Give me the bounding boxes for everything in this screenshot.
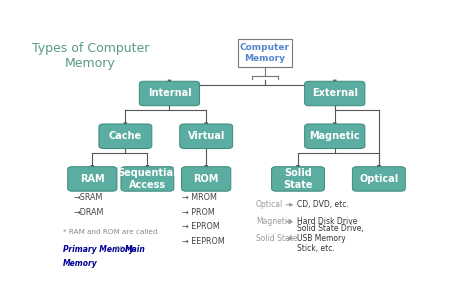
FancyBboxPatch shape: [305, 81, 365, 106]
Text: Main: Main: [125, 245, 146, 254]
FancyBboxPatch shape: [182, 167, 231, 191]
Text: External: External: [312, 88, 358, 98]
FancyBboxPatch shape: [272, 167, 325, 191]
FancyBboxPatch shape: [121, 167, 174, 191]
Text: ROM: ROM: [193, 174, 219, 184]
Text: →DRAM: →DRAM: [74, 208, 104, 217]
FancyBboxPatch shape: [238, 39, 292, 67]
Text: or: or: [112, 245, 124, 251]
FancyBboxPatch shape: [352, 167, 405, 191]
Text: Computer
Memory: Computer Memory: [240, 43, 290, 63]
Text: → EEPROM: → EEPROM: [182, 237, 225, 246]
Text: Solid State: Solid State: [256, 234, 297, 243]
FancyBboxPatch shape: [68, 167, 117, 191]
Text: Solid
State: Solid State: [283, 168, 313, 190]
FancyBboxPatch shape: [180, 124, 233, 148]
Text: → EPROM: → EPROM: [182, 222, 220, 231]
FancyBboxPatch shape: [99, 124, 152, 148]
FancyBboxPatch shape: [305, 124, 365, 148]
Text: Sequential
Access: Sequential Access: [118, 168, 177, 190]
Text: → PROM: → PROM: [182, 208, 215, 217]
Text: Hard Disk Drive: Hard Disk Drive: [297, 217, 358, 226]
Text: →SRAM: →SRAM: [74, 193, 103, 202]
Text: Internal: Internal: [147, 88, 191, 98]
Text: → MROM: → MROM: [182, 193, 217, 202]
Text: Solid State Drive,
USB Memory
Stick, etc.: Solid State Drive, USB Memory Stick, etc…: [297, 224, 364, 253]
Text: Virtual: Virtual: [188, 131, 225, 141]
Text: Primary Memory: Primary Memory: [63, 245, 134, 254]
Text: Magnetic: Magnetic: [256, 217, 291, 226]
Text: Optical: Optical: [359, 174, 399, 184]
Text: RAM: RAM: [80, 174, 105, 184]
Text: .: .: [90, 259, 92, 265]
Text: Types of Computer
Memory: Types of Computer Memory: [32, 42, 149, 70]
Text: Cache: Cache: [109, 131, 142, 141]
FancyBboxPatch shape: [139, 81, 200, 106]
Text: Magnetic: Magnetic: [310, 131, 360, 141]
Text: CD, DVD, etc.: CD, DVD, etc.: [297, 200, 349, 209]
Text: * RAM and ROM are called: * RAM and ROM are called: [63, 229, 157, 235]
Text: Memory: Memory: [63, 259, 98, 268]
Text: Optical: Optical: [256, 200, 283, 209]
